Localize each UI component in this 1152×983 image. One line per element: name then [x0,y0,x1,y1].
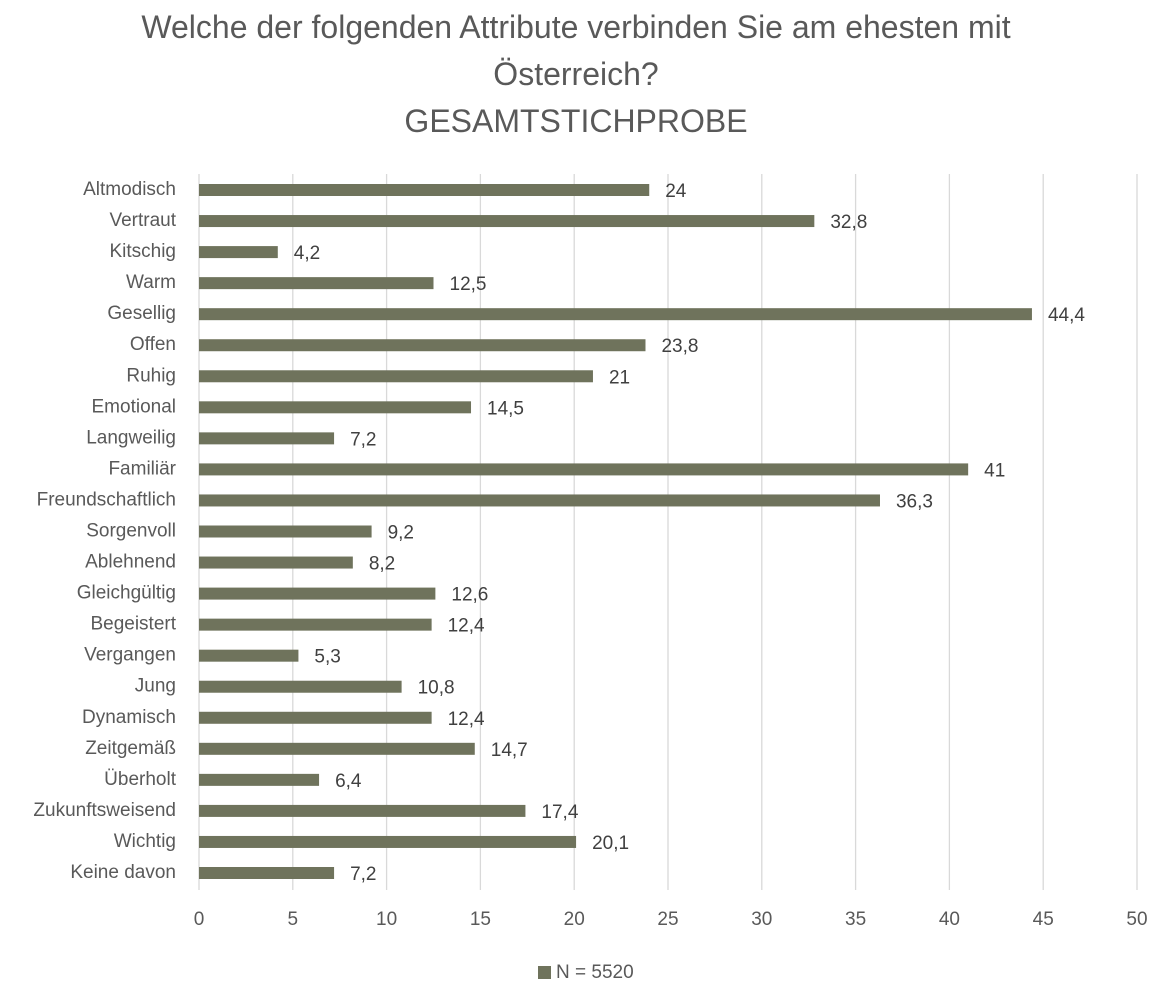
value-label: 8,2 [369,554,395,575]
y-tick-label: Zeitgemäß [85,738,176,759]
y-tick-label: Langweilig [86,427,176,448]
y-tick-label: Jung [135,676,176,697]
value-label: 12,4 [448,616,485,637]
y-tick-label: Vertraut [109,210,176,231]
y-tick-label: Dynamisch [82,707,176,728]
bar [199,867,335,879]
y-tick-label: Sorgenvoll [86,521,176,542]
x-tick-label: 0 [194,909,205,930]
y-tick-label: Warm [126,272,176,293]
bar [199,339,646,352]
y-tick-label: Altmodisch [83,179,176,200]
y-tick-label: Gleichgültig [77,583,176,604]
value-label: 7,2 [350,429,376,450]
value-label: 6,4 [335,771,362,792]
bar [199,494,880,507]
bar [199,587,436,600]
x-tick-label: 35 [845,909,866,930]
x-tick-label: 50 [1126,909,1147,930]
y-tick-label: Vergangen [84,645,176,666]
value-label: 7,2 [350,864,376,885]
y-tick-label: Ruhig [126,365,176,386]
bar [199,742,475,755]
value-label: 14,7 [491,740,528,761]
value-label: 12,6 [451,585,488,606]
legend-swatch [538,966,551,979]
y-tick-label: Freundschaftlich [37,489,176,510]
bar [199,277,434,290]
bar [199,556,353,569]
bar [199,370,593,383]
chart-title: Welche der folgenden Attribute verbinden… [141,9,1011,92]
value-label: 32,8 [830,212,867,233]
y-tick-label: Ablehnend [85,552,176,573]
bar [199,525,372,538]
bar [199,463,969,476]
y-tick-label: Keine davon [70,862,176,883]
y-tick-label: Zukunftsweisend [33,800,176,821]
x-tick-label: 20 [564,909,585,930]
y-tick-label: Offen [130,334,176,355]
bar [199,215,815,228]
value-label: 44,4 [1048,305,1085,326]
value-label: 20,1 [592,833,629,854]
bar [199,804,526,817]
value-label: 24 [665,181,687,202]
x-tick-label: 30 [751,909,772,930]
x-tick-label: 45 [1033,909,1054,930]
value-label: 5,3 [314,647,340,668]
chart-subtitle: GESAMTSTICHPROBE [404,103,748,139]
value-label: 9,2 [388,523,414,544]
y-tick-label: Begeistert [90,614,176,635]
legend-label: N = 5520 [556,962,634,983]
x-tick-label: 15 [470,909,491,930]
bar [199,246,278,259]
x-tick-label: 10 [376,909,397,930]
value-label: 12,5 [450,274,487,295]
value-label: 36,3 [896,491,933,512]
x-tick-label: 5 [288,909,299,930]
y-tick-label: Wichtig [114,831,176,852]
value-label: 17,4 [541,802,578,823]
value-label: 14,5 [487,398,524,419]
y-tick-label: Gesellig [107,303,176,324]
bar [199,649,299,662]
bar [199,432,335,445]
value-label: 4,2 [294,243,320,264]
value-label: 10,8 [418,678,455,699]
x-tick-label: 40 [939,909,960,930]
bar [199,773,320,786]
bar [199,835,577,848]
bar [199,308,1032,321]
y-tick-label: Kitschig [109,241,176,262]
y-tick-label: Überholt [104,769,177,790]
y-tick-label: Emotional [92,396,177,417]
y-tick-label: Familiär [108,458,176,479]
value-label: 12,4 [448,709,485,730]
value-label: 23,8 [661,336,698,357]
titles: Welche der folgenden Attribute verbinden… [0,4,1152,145]
bar [199,711,432,724]
bar [199,184,650,196]
bar [199,680,402,693]
x-tick-label: 25 [657,909,678,930]
bar [199,618,432,631]
bar [199,401,472,414]
value-label: 41 [984,460,1005,481]
value-label: 21 [609,367,630,388]
